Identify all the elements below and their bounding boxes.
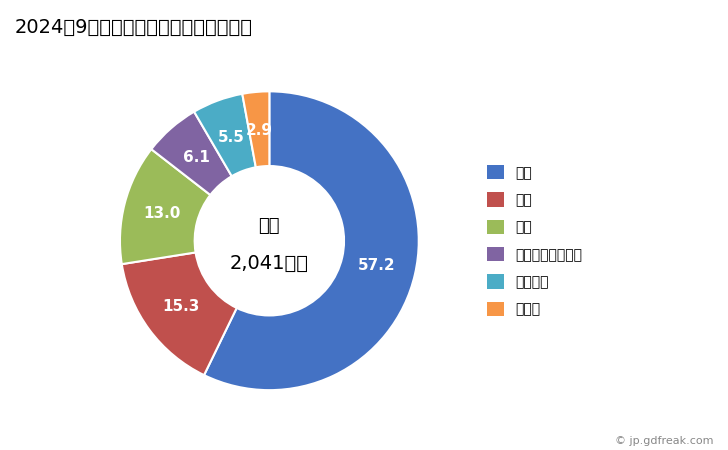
- Text: 13.0: 13.0: [143, 206, 181, 221]
- Text: 5.5: 5.5: [218, 130, 245, 144]
- Text: © jp.gdfreak.com: © jp.gdfreak.com: [615, 436, 713, 446]
- Text: 2024年9月の輸出相手国のシェア（％）: 2024年9月の輸出相手国のシェア（％）: [15, 18, 253, 37]
- Legend: 米国, 英国, 中国, アラブ首長国連邦, イタリア, その他: 米国, 英国, 中国, アラブ首長国連邦, イタリア, その他: [482, 160, 587, 322]
- Wedge shape: [120, 149, 210, 264]
- Text: 6.1: 6.1: [183, 150, 210, 165]
- Text: 2,041万円: 2,041万円: [230, 254, 309, 273]
- Text: 15.3: 15.3: [162, 299, 199, 314]
- Wedge shape: [194, 94, 256, 176]
- Wedge shape: [204, 91, 419, 390]
- Text: 総額: 総額: [258, 217, 280, 235]
- Text: 2.9: 2.9: [246, 123, 273, 138]
- Wedge shape: [242, 91, 269, 167]
- Wedge shape: [122, 252, 237, 375]
- Wedge shape: [151, 112, 232, 195]
- Text: 57.2: 57.2: [358, 258, 396, 273]
